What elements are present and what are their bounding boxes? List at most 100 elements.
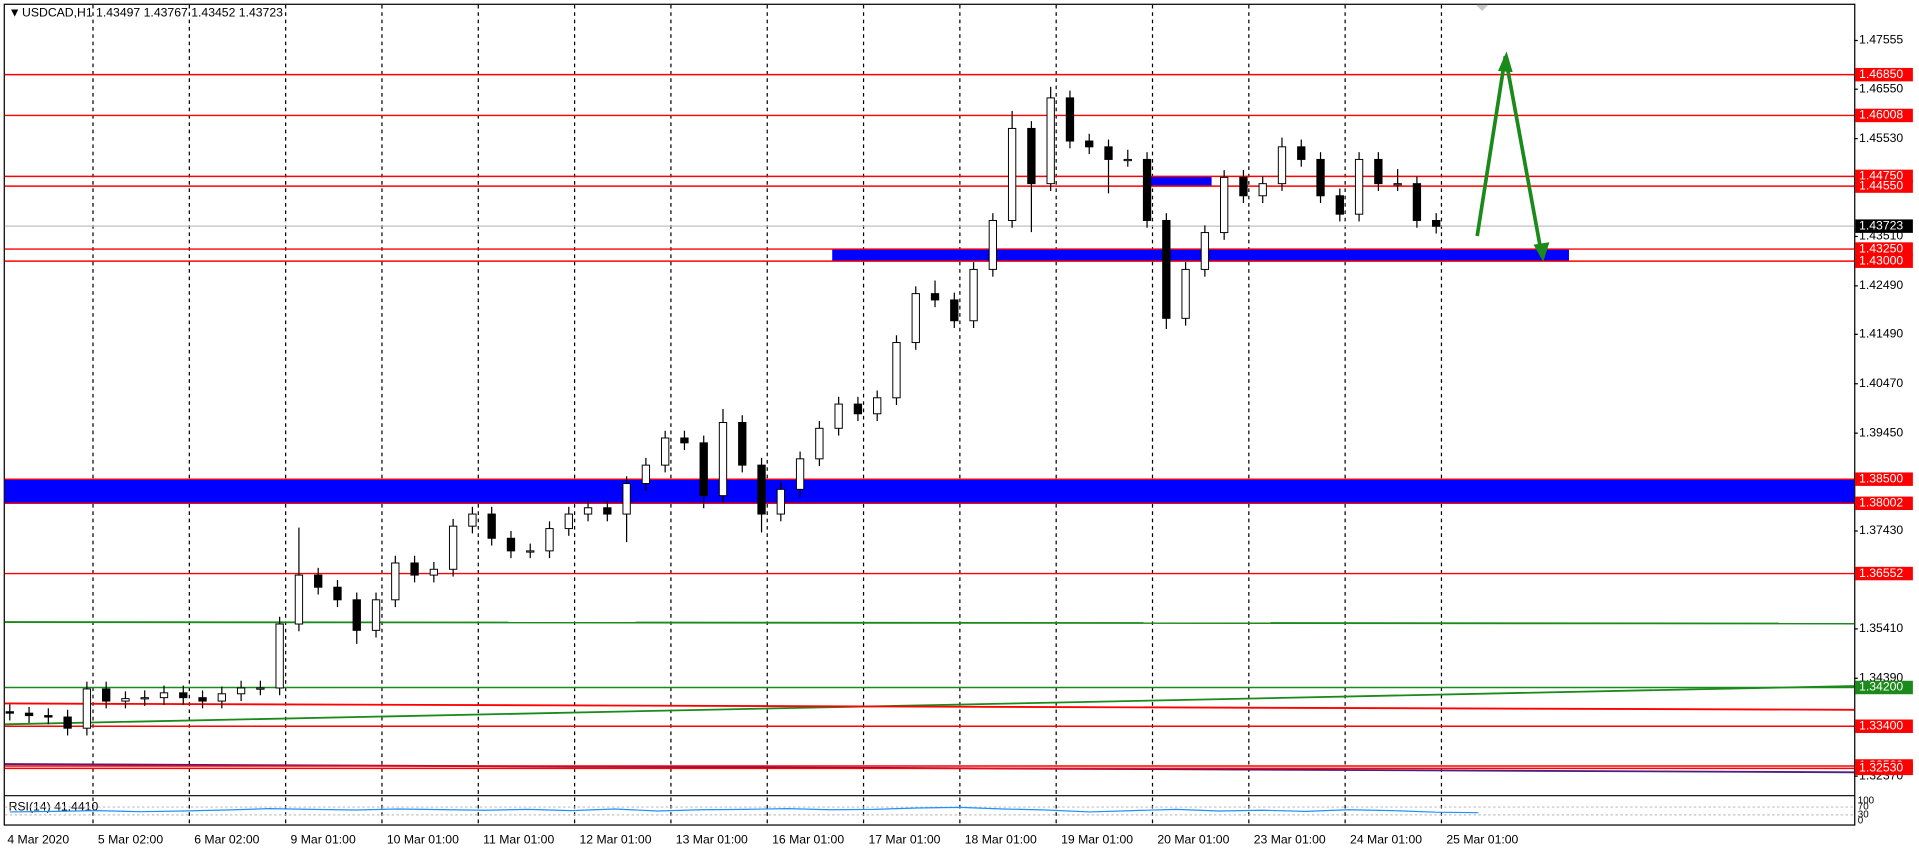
candle-body [911,293,920,344]
arrow-head [1533,242,1550,262]
candle-body [1239,176,1248,197]
x-tick-label: 23 Mar 01:00 [1254,833,1326,847]
candle-body [1374,158,1383,185]
candle-body [217,693,226,702]
level-label-box [1855,761,1913,776]
y-tick-label: 1.37430 [1859,523,1903,537]
indicator-tick-label: 70 [1858,802,1869,813]
y-tick-label: 1.41490 [1859,327,1903,341]
x-tick-label: 9 Mar 01:00 [291,833,356,847]
x-tick-label: 6 Mar 02:00 [194,833,259,847]
shift-marker [1475,4,1489,12]
candle-body [140,697,149,700]
candle-body [545,528,554,552]
indicator-label: RSI(14) 41.4410 [9,800,99,814]
chart-header: USDCAD,H1 1.43497 1.43767 1.43452 1.4372… [22,6,283,20]
candle-body [930,293,940,301]
level-label: 1.32530 [1859,761,1903,775]
candle-body [699,442,708,497]
candle-body [1277,146,1287,185]
level-label: 1.44550 [1859,178,1903,192]
level-label: 1.46008 [1859,108,1903,122]
level-label-box [1855,719,1913,733]
level-label-box [1855,242,1913,256]
candle-body [1354,158,1364,215]
candle-body [333,586,342,601]
level-label: 1.46850 [1859,67,1903,81]
candle-body [1046,97,1055,185]
level-label: 1.44750 [1859,169,1903,183]
x-tick-label: 16 Mar 01:00 [772,833,844,847]
candle-body [1065,97,1075,142]
candle-body [1219,176,1229,234]
candle-body [680,437,689,444]
y-tick-label: 1.47555 [1859,33,1903,47]
candle-body [121,698,130,702]
candle-body [815,427,824,460]
candle-body [1142,158,1152,221]
candle-body [1432,219,1441,227]
candle-body [1007,127,1017,221]
candle-body [1123,158,1132,162]
candle-body [564,513,573,530]
level-label-box [1855,254,1913,268]
current-price-box [1855,219,1913,233]
candle-body [834,403,843,429]
level-label-box [1855,680,1913,695]
candle-body [487,513,496,539]
level-label: 1.43000 [1859,253,1903,267]
candle-body [583,507,593,515]
candle-body [159,692,169,699]
candle-body [1162,219,1171,319]
candle-body [506,537,516,552]
candle-body [410,562,419,576]
candle-body [63,716,72,729]
candle-body [795,458,805,490]
candle-body [198,697,207,702]
x-tick-label: 24 Mar 01:00 [1350,833,1422,847]
candle-body [275,623,284,689]
indicator-tick-label: 100 [1858,796,1875,807]
menu-icon[interactable]: ▼ [9,6,21,20]
y-tick-label: 1.35410 [1859,621,1903,635]
candle-body [969,268,978,322]
level-label: 1.36552 [1859,566,1903,580]
rsi-line [9,806,1479,814]
candle-body [5,711,14,714]
candle-body [1258,183,1267,197]
level-label-box [1855,179,1913,193]
level-label-box [1855,496,1913,511]
trendline [4,702,1855,711]
level-label-box [1855,472,1913,486]
candle-body [622,483,631,515]
candle-body [448,525,458,570]
level-label: 1.34200 [1859,680,1903,694]
level-label-box [1855,67,1913,82]
level-label: 1.43250 [1859,241,1903,255]
price-zone [832,249,1569,262]
candle-body [1200,232,1210,270]
candle-body [1085,140,1094,148]
candle-body [82,688,92,729]
level-label-box [1855,108,1913,123]
trendline [4,685,1855,726]
x-tick-label: 25 Mar 01:00 [1446,833,1518,847]
candle-body [102,688,111,702]
x-tick-label: 20 Mar 01:00 [1157,833,1229,847]
candle-body [641,464,651,485]
candle-body [853,403,863,415]
level-label: 1.33400 [1859,718,1903,732]
x-tick-label: 12 Mar 01:00 [579,833,651,847]
candle-body [294,574,304,625]
candle-body [1297,146,1306,160]
current-price-label: 1.43723 [1859,218,1903,232]
y-tick-label: 1.42490 [1859,278,1903,292]
candle-body [661,437,670,466]
candle-body [1027,127,1036,185]
candle-body [988,219,998,270]
x-tick-label: 18 Mar 01:00 [965,833,1037,847]
candle-body [429,568,439,576]
candle-body [950,299,959,322]
